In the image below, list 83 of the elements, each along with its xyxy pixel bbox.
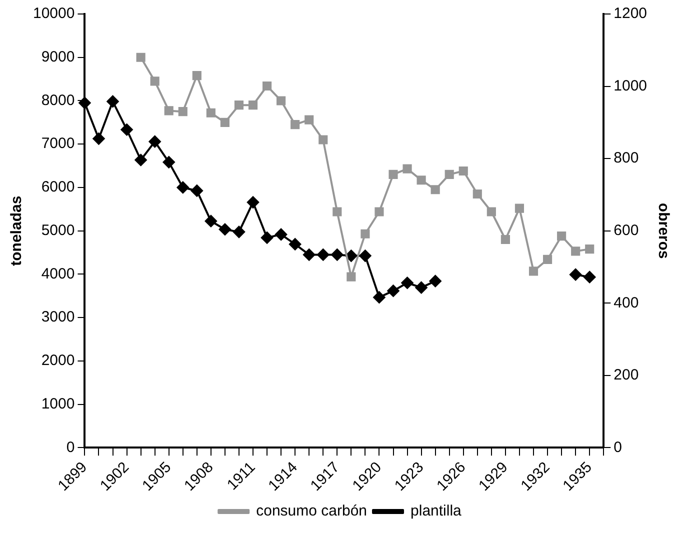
- point: [234, 100, 244, 110]
- point: [373, 291, 386, 304]
- point: [136, 52, 146, 62]
- point: [430, 185, 440, 194]
- point: [92, 132, 105, 145]
- point: [190, 184, 203, 197]
- point: [542, 254, 552, 264]
- point: [178, 107, 188, 116]
- y2-axis-title: obreros: [654, 202, 672, 259]
- point: [232, 226, 245, 238]
- point: [206, 108, 216, 118]
- point: [444, 170, 454, 179]
- point: [176, 181, 189, 194]
- point: [218, 223, 231, 236]
- point: [584, 271, 596, 284]
- y2-tick-label: 200: [614, 366, 639, 384]
- point: [275, 228, 288, 240]
- point: [528, 266, 538, 276]
- point: [345, 250, 358, 262]
- point: [164, 106, 174, 116]
- point: [331, 248, 344, 261]
- legend-label: plantilla: [410, 502, 462, 520]
- point: [247, 196, 260, 208]
- point: [318, 135, 328, 144]
- point: [387, 284, 400, 297]
- y-axis-title: toneladas: [8, 196, 26, 266]
- y-tick-label: 8000: [41, 92, 75, 109]
- point: [150, 76, 160, 86]
- point: [248, 100, 258, 110]
- y-tick-label: 10000: [32, 5, 75, 22]
- y-tick-label: 6000: [41, 178, 75, 196]
- y-tick-label: 9000: [41, 48, 75, 66]
- point: [402, 164, 412, 174]
- point: [148, 136, 161, 148]
- point: [360, 229, 370, 238]
- y-tick-label: 7000: [41, 135, 75, 152]
- point: [120, 124, 133, 136]
- point: [401, 276, 414, 289]
- point: [276, 96, 286, 106]
- point: [557, 232, 566, 241]
- y2-tick-label: 0: [614, 438, 622, 456]
- point: [204, 215, 217, 228]
- point: [472, 189, 482, 199]
- point: [134, 154, 147, 166]
- point: [416, 176, 426, 185]
- point: [500, 234, 510, 244]
- point: [388, 170, 398, 179]
- point: [570, 268, 582, 281]
- point: [262, 81, 272, 91]
- point: [571, 246, 580, 256]
- y-tick-label: 3000: [41, 308, 75, 326]
- point: [220, 118, 230, 127]
- y2-tick-label: 400: [614, 294, 639, 312]
- y-tick-label: 1000: [41, 395, 75, 412]
- point: [346, 272, 356, 282]
- point: [458, 166, 468, 176]
- point: [289, 238, 302, 250]
- point: [192, 71, 202, 80]
- point: [78, 96, 91, 109]
- y2-tick-label: 800: [614, 150, 639, 167]
- point: [429, 275, 442, 288]
- point: [374, 207, 384, 216]
- point: [304, 115, 314, 124]
- point: [514, 204, 524, 213]
- y2-tick-label: 1000: [614, 77, 648, 94]
- y2-tick-label: 1200: [614, 5, 648, 22]
- y-tick-label: 2000: [41, 352, 75, 370]
- y-tick-label: 0: [66, 438, 75, 456]
- point: [332, 207, 342, 216]
- point: [359, 250, 372, 262]
- y2-tick-label: 600: [614, 222, 639, 239]
- point: [415, 282, 428, 294]
- y-tick-label: 5000: [41, 222, 75, 239]
- legend-label: consumo carbón: [256, 502, 368, 520]
- point: [261, 232, 274, 244]
- point: [106, 95, 119, 108]
- point: [290, 120, 300, 130]
- y-tick-label: 4000: [41, 265, 75, 282]
- point: [585, 244, 594, 254]
- point: [162, 156, 175, 168]
- point: [317, 248, 330, 261]
- point: [486, 207, 496, 216]
- point: [303, 248, 316, 261]
